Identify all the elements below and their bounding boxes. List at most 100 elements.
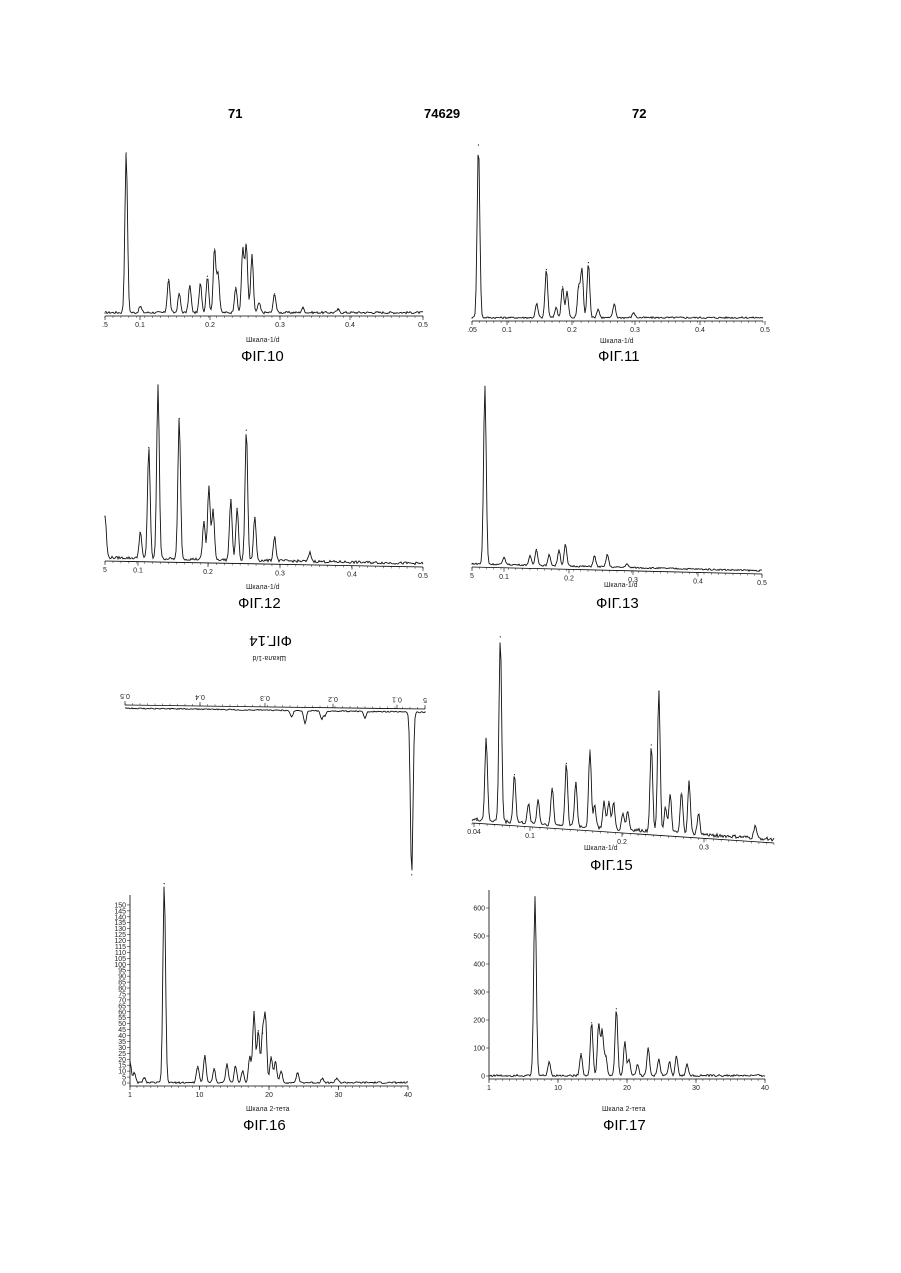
chart-data-point <box>622 813 623 814</box>
chart-data-point <box>129 1061 130 1062</box>
chart-fig12: 50.10.20.30.40.5 <box>105 380 425 575</box>
chart-data-point <box>126 152 127 153</box>
chart-data-point <box>214 248 215 249</box>
chart-tick-label: 0.2 <box>617 839 627 846</box>
chart-fig13-svg: 50.10.20.30.40.5 <box>472 382 764 572</box>
chart-tick-label: 5 <box>470 573 474 580</box>
chart-data-point <box>258 1030 259 1031</box>
chart-ytick-label: 0 <box>481 1074 485 1081</box>
chart-data-point <box>476 820 477 821</box>
chart-data-point <box>134 1073 135 1074</box>
chart-data-point <box>364 717 365 718</box>
chart-data-point <box>262 1033 263 1034</box>
chart-tick-label: 0.2 <box>203 569 213 576</box>
chart-tick-label: 0.2 <box>567 327 577 334</box>
chart-ytick-label: 200 <box>473 1018 485 1025</box>
chart-tick-label: 0.5 <box>418 322 428 329</box>
chart-data-point <box>324 715 325 716</box>
chart-data-point <box>687 1064 688 1065</box>
chart-tick-label: 0.4 <box>695 327 705 334</box>
chart-series-trace <box>472 387 762 572</box>
chart-data-point <box>626 564 627 565</box>
chart-data-point <box>237 508 238 509</box>
chart-data-point <box>200 284 201 285</box>
chart-fig16-caption: ФІГ.16 <box>243 1117 286 1134</box>
chart-fig15-svg: 0.040.10.20.3 <box>462 630 777 845</box>
chart-data-point <box>580 1053 581 1054</box>
chart-data-point <box>698 814 699 815</box>
chart-data-point <box>598 309 599 310</box>
chart-data-point <box>536 549 537 550</box>
chart-data-point <box>336 1078 337 1079</box>
chart-data-point <box>322 1078 323 1079</box>
chart-fig17-svg: 1102030400100200300400500600 <box>455 888 770 1103</box>
chart-data-point <box>665 806 666 807</box>
chart-tick-label: 0.4 <box>693 578 703 585</box>
chart-tick-label: 1 <box>128 1092 132 1099</box>
chart-data-point <box>575 782 576 783</box>
chart-data-point <box>251 255 252 256</box>
chart-fig16-xlabel: Шкала 2-тета <box>246 1106 289 1113</box>
chart-data-point <box>197 1066 198 1067</box>
header-left-page: 71 <box>228 106 242 121</box>
chart-data-point <box>688 782 689 783</box>
chart-fig13-xlabel: Шкала-1/d <box>604 582 638 589</box>
chart-tick-label: 0.3 <box>630 327 640 334</box>
chart-data-point <box>249 1056 250 1057</box>
chart-tick-label: 0.3 <box>699 844 709 851</box>
chart-data-point <box>588 262 589 263</box>
chart-series-trace <box>105 154 423 314</box>
chart-tick-label: 10 <box>196 1092 204 1099</box>
chart-data-point <box>164 883 165 884</box>
chart-fig10: .50.10.20.30.40.5 <box>105 145 425 330</box>
chart-fig17-xlabel: Шкала 2-тета <box>602 1106 645 1113</box>
chart-tick-label: 0.1 <box>392 696 402 703</box>
chart-data-point <box>226 1063 227 1064</box>
chart-tick-label: 0.1 <box>525 833 535 840</box>
chart-data-point <box>648 1047 649 1048</box>
chart-fig11-svg: .050.10.20.30.40.5 <box>470 140 765 325</box>
chart-data-point <box>602 1031 603 1032</box>
chart-data-point <box>755 825 756 826</box>
chart-ytick-label: 300 <box>473 990 485 997</box>
chart-tick-label: 20 <box>623 1085 631 1092</box>
chart-ytick-label: 400 <box>473 962 485 969</box>
chart-fig16-svg: 1102030400510152025303540455055606570758… <box>108 893 413 1103</box>
chart-tick-label: 0.4 <box>345 322 355 329</box>
chart-fig13-caption: ФІГ.13 <box>596 595 639 612</box>
chart-data-point <box>104 516 105 517</box>
chart-data-point <box>207 276 208 277</box>
chart-data-point <box>242 248 243 249</box>
chart-fig15-xlabel: Шкала-1/d <box>584 845 618 852</box>
chart-data-point <box>681 793 682 794</box>
chart-data-point <box>488 1075 489 1076</box>
header-patent-number: 74629 <box>424 106 460 121</box>
chart-data-point <box>302 308 303 309</box>
chart-data-point <box>179 418 180 419</box>
chart-tick-label: 0.5 <box>760 327 770 334</box>
chart-tick-label: 10 <box>554 1085 562 1092</box>
chart-data-point <box>281 1071 282 1072</box>
chart-fig15: 0.040.10.20.3 <box>462 630 777 845</box>
chart-tick-label: 0.1 <box>135 322 145 329</box>
chart-fig10-svg: .50.10.20.30.40.5 <box>105 145 425 330</box>
chart-data-point <box>562 286 563 287</box>
chart-fig17-caption: ФІГ.17 <box>603 1117 646 1134</box>
chart-data-point <box>613 803 614 804</box>
chart-data-point <box>424 711 425 712</box>
chart-data-point <box>565 544 566 545</box>
chart-data-point <box>179 293 180 294</box>
chart-fig10-caption: ФІГ.10 <box>241 348 284 365</box>
chart-series-trace <box>105 385 423 564</box>
chart-data-point <box>670 796 671 797</box>
chart-data-point <box>274 536 275 537</box>
chart-data-point <box>514 774 515 775</box>
chart-tick-label: .05 <box>467 327 477 334</box>
chart-fig14-svg: 50.10.20.30.40.5 <box>120 663 425 875</box>
chart-tick-label: 0.04 <box>467 829 481 836</box>
chart-data-point <box>235 1066 236 1067</box>
chart-data-point <box>578 286 579 287</box>
chart-fig15-caption: ФІГ.15 <box>590 857 633 874</box>
chart-data-point <box>549 555 550 556</box>
chart-tick-label: 0.4 <box>195 693 205 700</box>
